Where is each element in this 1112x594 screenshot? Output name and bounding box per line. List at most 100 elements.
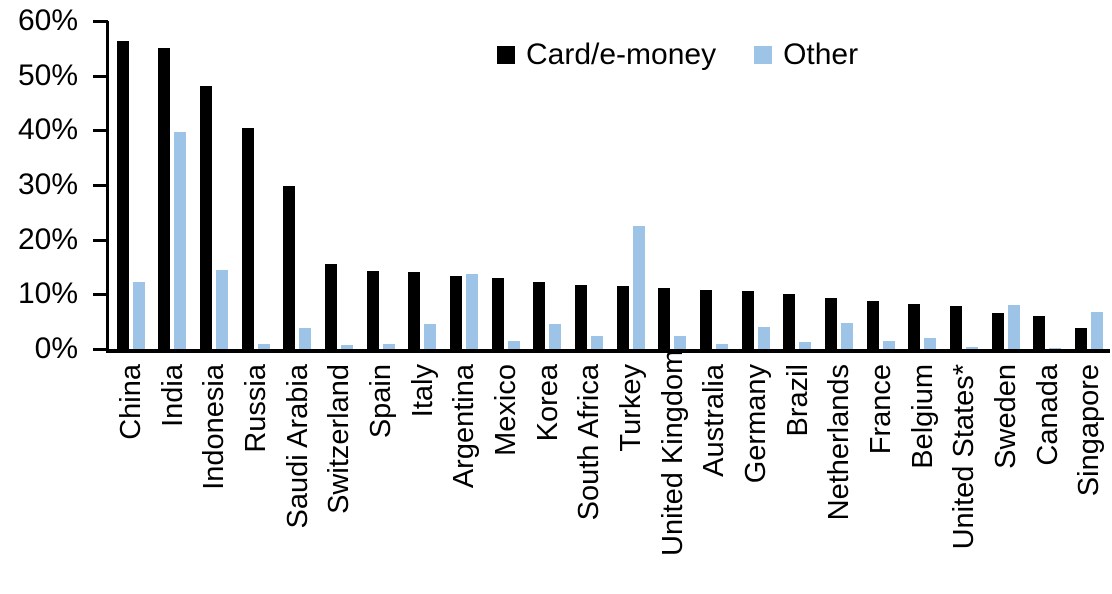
x-label-south-africa: South Africa <box>573 364 606 521</box>
bar-other-netherlands <box>841 322 854 349</box>
x-label-korea: Korea <box>531 364 564 442</box>
bar-other-turkey <box>632 226 645 349</box>
bar-group-south-africa <box>568 21 610 349</box>
other-legend-swatch-icon <box>754 46 773 64</box>
bar-other-singapore <box>1091 312 1104 349</box>
bar-card-e-money-germany <box>741 291 754 349</box>
bar-other-brazil <box>799 342 812 349</box>
x-label-france: France <box>864 364 897 455</box>
y-axis-label: 30% <box>17 168 78 201</box>
y-axis-tick <box>93 238 108 242</box>
bar-group-china <box>110 21 152 349</box>
bar-group-singapore <box>1068 21 1110 349</box>
y-axis-label: 60% <box>17 4 78 37</box>
y-axis-label: 50% <box>17 58 78 92</box>
bar-card-e-money-south-africa <box>575 284 588 349</box>
legend: Card/e-money Other <box>497 40 858 70</box>
bar-card-e-money-indonesia <box>200 85 213 349</box>
y-axis-tick <box>93 129 108 133</box>
bar-card-e-money-singapore <box>1075 328 1088 349</box>
x-label-russia: Russia <box>239 364 272 453</box>
bar-card-e-money-switzerland <box>325 263 338 349</box>
bar-group-india <box>152 21 194 349</box>
x-label-spain: Spain <box>364 364 397 439</box>
bar-group-spain <box>360 21 402 349</box>
bar-card-e-money-india <box>158 48 171 349</box>
bar-group-korea <box>527 21 569 349</box>
bar-group-canada <box>1027 21 1069 349</box>
bar-card-e-money-canada <box>1033 316 1046 349</box>
bar-card-e-money-netherlands <box>825 298 838 349</box>
bar-group-france <box>860 21 902 349</box>
x-label-turkey: Turkey <box>614 364 647 452</box>
bar-group-turkey <box>610 21 652 349</box>
x-label-italy: Italy <box>406 364 439 418</box>
bar-other-italy <box>424 323 437 349</box>
bar-other-south-africa <box>591 336 604 349</box>
bar-card-e-money-belgium <box>908 304 921 349</box>
bar-card-e-money-united-kingdom <box>658 288 671 349</box>
bar-group-united-states <box>943 21 985 349</box>
bar-other-china <box>132 281 145 349</box>
x-label-saudi-arabia: Saudi Arabia <box>281 364 314 529</box>
bar-card-e-money-united-states <box>950 305 963 349</box>
bar-other-argentina <box>466 273 479 349</box>
x-label-sweden: Sweden <box>989 364 1022 469</box>
bar-card-e-money-argentina <box>450 276 463 349</box>
bar-other-korea <box>549 323 562 349</box>
y-axis-label: 10% <box>17 277 78 311</box>
bar-other-mexico <box>507 341 520 349</box>
bar-group-united-kingdom <box>652 21 694 349</box>
bar-other-india <box>174 131 187 349</box>
x-label-indonesia: Indonesia <box>198 364 231 490</box>
bar-other-canada <box>1049 348 1062 349</box>
y-axis-tick <box>93 293 108 297</box>
bar-group-italy <box>402 21 444 349</box>
bar-group-netherlands <box>818 21 860 349</box>
bar-card-e-money-italy <box>408 271 421 349</box>
x-label-singapore: Singapore <box>1073 364 1106 497</box>
bar-group-russia <box>235 21 277 349</box>
bar-card-e-money-turkey <box>616 285 629 349</box>
bar-card-e-money-saudi-arabia <box>283 186 296 349</box>
bar-card-e-money-korea <box>533 282 546 349</box>
y-axis-tick <box>93 74 108 78</box>
bar-group-switzerland <box>318 21 360 349</box>
bar-card-e-money-brazil <box>783 294 796 349</box>
bar-group-australia <box>693 21 735 349</box>
y-axis-label: 20% <box>17 222 78 256</box>
bar-other-saudi-arabia <box>299 328 312 349</box>
y-axis-line <box>106 21 109 352</box>
y-axis-tick <box>93 348 108 351</box>
x-label-china: China <box>114 364 147 440</box>
x-label-united-kingdom: United Kingdom <box>656 349 689 556</box>
x-label-australia: Australia <box>698 364 731 477</box>
y-axis-label: 40% <box>17 113 78 147</box>
bar-group-brazil <box>777 21 819 349</box>
bar-other-indonesia <box>216 269 229 349</box>
bar-other-belgium <box>924 338 937 349</box>
x-axis-line <box>106 349 1110 353</box>
x-label-belgium: Belgium <box>906 364 939 469</box>
bar-other-united-kingdom <box>674 335 687 349</box>
x-label-germany: Germany <box>739 364 772 484</box>
bar-other-russia <box>257 343 270 349</box>
legend-item-other: Other <box>754 40 858 70</box>
bar-other-sweden <box>1007 305 1020 349</box>
bar-other-spain <box>382 344 395 349</box>
bar-group-saudi-arabia <box>277 21 319 349</box>
bar-group-mexico <box>485 21 527 349</box>
bar-group-argentina <box>443 21 485 349</box>
y-axis-tick <box>93 20 108 23</box>
bar-other-france <box>882 340 895 349</box>
bar-card-e-money-france <box>866 301 879 349</box>
bar-card-e-money-china <box>116 41 129 349</box>
bar-other-united-states <box>966 347 979 349</box>
bar-other-australia <box>716 343 729 349</box>
bar-other-germany <box>757 327 770 349</box>
bar-card-e-money-mexico <box>491 278 504 349</box>
y-axis-tick <box>93 184 108 187</box>
x-label-canada: Canada <box>1031 364 1064 466</box>
x-label-argentina: Argentina <box>448 364 481 489</box>
bar-group-sweden <box>985 21 1027 349</box>
